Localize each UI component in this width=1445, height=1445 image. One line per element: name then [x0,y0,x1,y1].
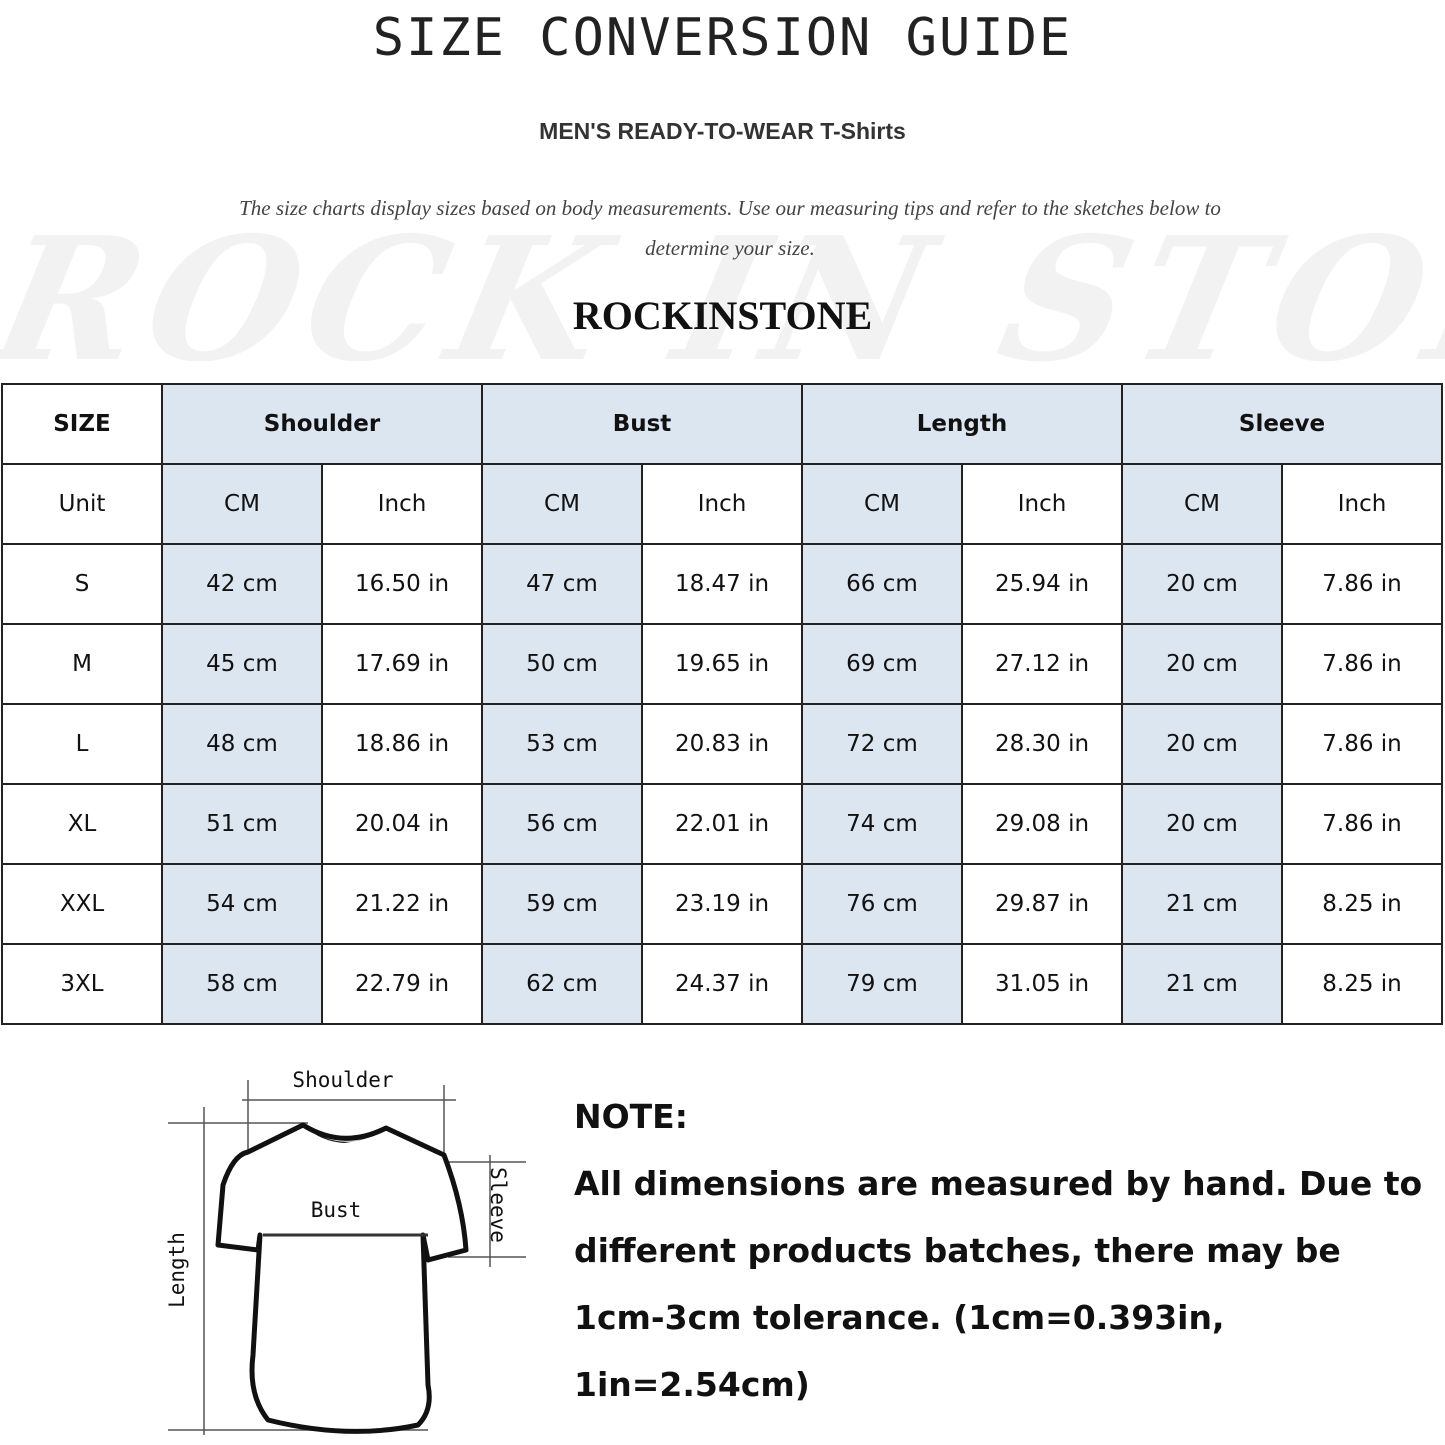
unit-row: Unit CM Inch CM Inch CM Inch CM Inch [1,463,1443,545]
table-row: 3XL 58 cm 22.79 in 62 cm 24.37 in 79 cm 31.05 … [1,943,1443,1025]
inch-cell: 16.50 in [321,543,483,625]
unit-label: Unit [1,463,163,545]
sketch-label-shoulder: Shoulder [292,1068,393,1092]
inch-cell: 25.94 in [961,543,1123,625]
cm-cell: 54 cm [161,863,323,945]
size-cell: XL [1,783,163,865]
inch-cell: 31.05 in [961,943,1123,1025]
inch-cell: 18.47 in [641,543,803,625]
inch-cell: 29.87 in [961,863,1123,945]
note-line: different products batches, there may be [574,1231,1341,1270]
unit-cm: CM [481,463,643,545]
inch-cell: 8.25 in [1281,863,1443,945]
cm-cell: 66 cm [801,543,963,625]
tshirt-icon: Shoulder Bust Length Sleeve [165,1068,526,1435]
size-cell: S [1,543,163,625]
cm-cell: 51 cm [161,783,323,865]
cm-cell: 56 cm [481,783,643,865]
page-title: SIZE CONVERSION GUIDE [372,8,1073,68]
cm-cell: 21 cm [1121,863,1283,945]
inch-cell: 8.25 in [1281,943,1443,1025]
note-line: 1cm-3cm tolerance. (1cm=0.393in, 1in=2.5… [574,1298,1225,1404]
size-cell: M [1,623,163,705]
cm-cell: 53 cm [481,703,643,785]
inch-cell: 7.86 in [1281,623,1443,705]
subtitle: MEN'S READY-TO-WEAR T-Shirts [539,118,906,144]
table-row: M 45 cm 17.69 in 50 cm 19.65 in 69 cm 27.12 in… [1,623,1443,705]
table-row: S 42 cm 16.50 in 47 cm 18.47 in 66 cm 25.94 in… [1,543,1443,625]
inch-cell: 19.65 in [641,623,803,705]
table-header-row: SIZE Shoulder Bust Length Sleeve [1,383,1443,465]
unit-inch: Inch [1281,463,1443,545]
sketch-label-bust: Bust [311,1198,362,1222]
cm-cell: 69 cm [801,623,963,705]
inch-cell: 7.86 in [1281,783,1443,865]
note-heading: NOTE: [574,1097,688,1136]
sketch-label-length: Length [165,1232,189,1308]
unit-cm: CM [801,463,963,545]
unit-cm: CM [1121,463,1283,545]
inch-cell: 22.01 in [641,783,803,865]
cm-cell: 42 cm [161,543,323,625]
inch-cell: 24.37 in [641,943,803,1025]
cm-cell: 20 cm [1121,703,1283,785]
inch-cell: 7.86 in [1281,703,1443,785]
inch-cell: 18.86 in [321,703,483,785]
cm-cell: 48 cm [161,703,323,785]
table-row: XXL 54 cm 21.22 in 59 cm 23.19 in 76 cm 29.87 … [1,863,1443,945]
cm-cell: 50 cm [481,623,643,705]
group-header-bust: Bust [481,383,803,465]
inch-cell: 21.22 in [321,863,483,945]
cm-cell: 21 cm [1121,943,1283,1025]
note: NOTE: All dimensions are measured by han… [574,1083,1434,1418]
cm-cell: 45 cm [161,623,323,705]
brand-name: ROCKINSTONE [572,293,873,338]
unit-inch: Inch [321,463,483,545]
cm-cell: 20 cm [1121,623,1283,705]
tshirt-measurement-sketch: Shoulder Bust Length Sleeve [148,1055,543,1440]
cm-cell: 72 cm [801,703,963,785]
inch-cell: 29.08 in [961,783,1123,865]
cm-cell: 58 cm [161,943,323,1025]
cm-cell: 76 cm [801,863,963,945]
cm-cell: 59 cm [481,863,643,945]
size-cell: XXL [1,863,163,945]
inch-cell: 27.12 in [961,623,1123,705]
group-header-sleeve: Sleeve [1121,383,1443,465]
cm-cell: 79 cm [801,943,963,1025]
inch-cell: 17.69 in [321,623,483,705]
cm-cell: 20 cm [1121,783,1283,865]
unit-inch: Inch [641,463,803,545]
unit-cm: CM [161,463,323,545]
cm-cell: 20 cm [1121,543,1283,625]
description: The size charts display sizes based on b… [239,196,1221,260]
size-cell: 3XL [1,943,163,1025]
group-header-length: Length [801,383,1123,465]
size-table: SIZE Shoulder Bust Length Sleeve Unit CM… [1,383,1443,1025]
inch-cell: 20.04 in [321,783,483,865]
inch-cell: 22.79 in [321,943,483,1025]
cm-cell: 74 cm [801,783,963,865]
note-line: All dimensions are measured by hand. Due… [574,1164,1423,1203]
inch-cell: 28.30 in [961,703,1123,785]
inch-cell: 20.83 in [641,703,803,785]
size-header: SIZE [1,383,163,465]
group-header-shoulder: Shoulder [161,383,483,465]
inch-cell: 7.86 in [1281,543,1443,625]
unit-inch: Inch [961,463,1123,545]
size-cell: L [1,703,163,785]
table-row: L 48 cm 18.86 in 53 cm 20.83 in 72 cm 28.30 in… [1,703,1443,785]
sketch-label-sleeve: Sleeve [486,1167,510,1243]
inch-cell: 23.19 in [641,863,803,945]
table-row: XL 51 cm 20.04 in 56 cm 22.01 in 74 cm 29.08 i… [1,783,1443,865]
cm-cell: 62 cm [481,943,643,1025]
cm-cell: 47 cm [481,543,643,625]
